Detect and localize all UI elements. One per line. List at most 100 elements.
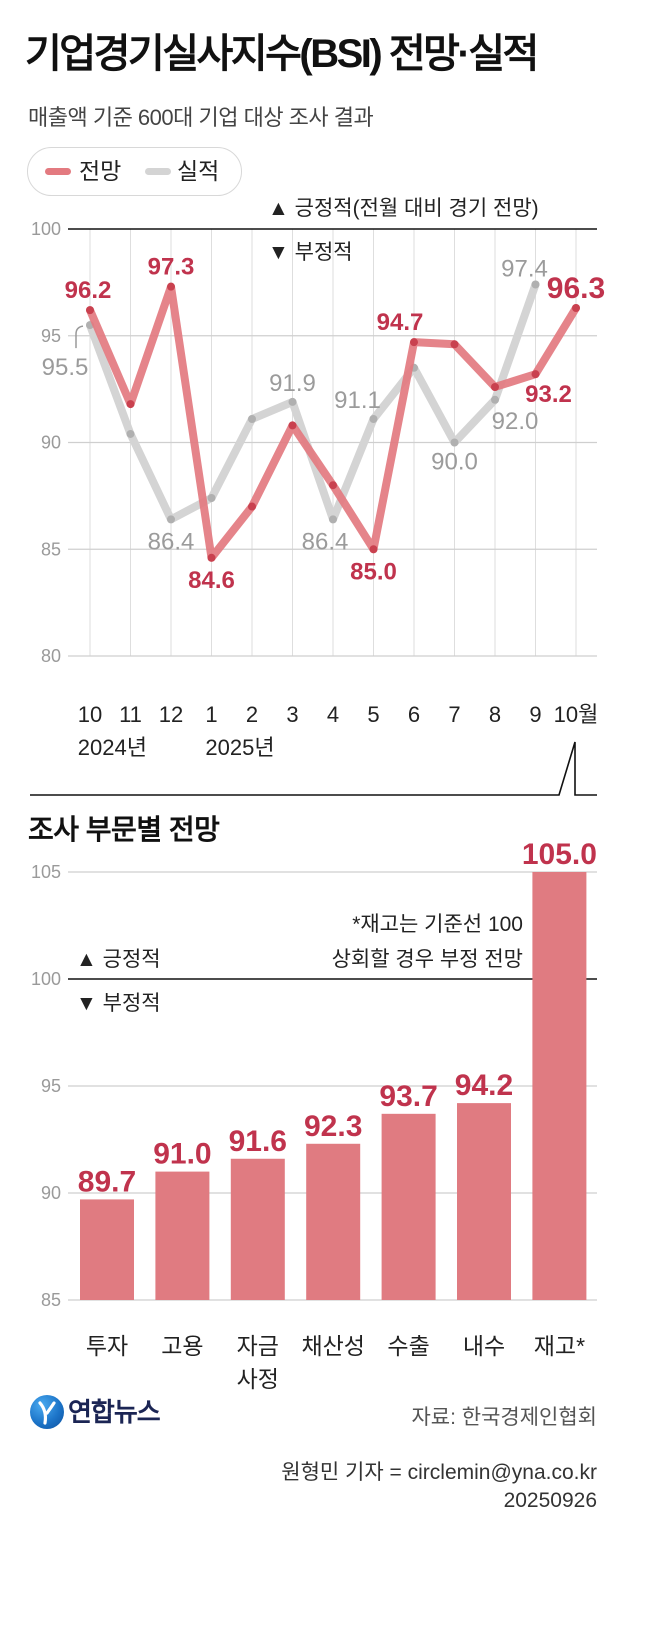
logo-text: 연합뉴스 — [68, 1397, 161, 1427]
legend-swatch-forecast — [45, 168, 71, 175]
data-point-forecast — [126, 400, 135, 409]
line-chart-grid — [68, 228, 597, 657]
data-point-actual — [491, 395, 499, 404]
bar-negative-annotation: ▼ 부정적 — [76, 992, 161, 1015]
data-point-forecast — [572, 303, 580, 312]
bar-value-label: 93.7 — [379, 1080, 437, 1113]
y-tick-label: 95 — [41, 326, 61, 346]
data-point-actual — [531, 280, 540, 289]
data-label-actual: 91.9 — [269, 370, 316, 397]
page-subtitle: 매출액 기준 600대 기업 대상 조사 결과 — [28, 105, 374, 130]
x-tick-label: 6 — [408, 702, 420, 727]
data-label-actual: 86.4 — [148, 528, 195, 555]
x-tick-label: 7 — [448, 702, 460, 727]
bar — [306, 1143, 361, 1300]
bar-value-label: 91.0 — [153, 1138, 211, 1171]
data-point-forecast — [86, 306, 94, 315]
data-point-forecast — [491, 382, 499, 391]
data-point-forecast — [450, 340, 459, 349]
data-label-actual: 92.0 — [492, 408, 539, 435]
bar-value-label: 92.3 — [304, 1110, 362, 1143]
y-tick-label: 90 — [41, 1183, 61, 1203]
legend-label-forecast: 전망 — [79, 158, 122, 184]
y-tick-label: 90 — [41, 433, 61, 453]
bar-value-label: 91.6 — [229, 1125, 287, 1158]
positive-annotation: ▲ 긍정적(전월 대비 경기 전망) — [268, 197, 539, 220]
year-label: 2024년 — [78, 735, 147, 760]
category-label: 재고* — [533, 1333, 586, 1359]
data-label-actual: 86.4 — [302, 528, 349, 555]
category-label: 수출 — [387, 1333, 430, 1359]
data-point-actual — [126, 429, 135, 438]
data-point-forecast — [329, 481, 337, 490]
legend-label-actual: 실적 — [177, 158, 220, 184]
data-label-forecast: 96.3 — [547, 272, 605, 305]
data-label-forecast: 84.6 — [188, 567, 235, 594]
yonhap-logo: 연합뉴스 — [30, 1394, 180, 1430]
page-title: 기업경기실사지수(BSI) 전망·실적 — [25, 32, 539, 76]
x-tick-label: 9 — [529, 702, 541, 727]
data-label-forecast: 93.2 — [525, 381, 572, 408]
data-point-forecast — [248, 502, 256, 511]
category-label: 투자 — [85, 1333, 129, 1359]
bar-value-label: 94.2 — [455, 1069, 513, 1102]
series-forecast — [86, 282, 580, 562]
x-tick-label: 10월 — [554, 702, 599, 727]
y-tick-label: 100 — [31, 969, 61, 989]
data-point-actual — [167, 515, 175, 524]
y-tick-label: 105 — [31, 862, 61, 882]
data-labels: 96.2 97.3 84.6 85.0 94.7 93.2 96.3 95.5 86.4 91.9… — [42, 254, 606, 594]
data-point-forecast — [167, 282, 175, 291]
series-actual — [86, 280, 540, 524]
y-tick-label: 80 — [41, 646, 61, 666]
bar-chart-title: 조사 부문별 전망 — [28, 814, 220, 845]
bar — [532, 872, 587, 1300]
bar-value-label: 89.7 — [78, 1165, 136, 1198]
data-point-actual — [248, 415, 256, 424]
category-label: 채산성 — [301, 1333, 365, 1359]
x-tick-label: 2 — [246, 702, 258, 727]
x-tick-label: 10 — [78, 702, 102, 727]
x-tick-label: 11 — [119, 702, 142, 727]
data-label-forecast: 85.0 — [350, 558, 397, 585]
year-label: 2025년 — [205, 735, 274, 760]
chart-legend: 전망 실적 — [27, 147, 242, 196]
bar-value-label: 105.0 — [522, 838, 597, 871]
data-point-forecast — [410, 338, 418, 347]
x-tick-label: 12 — [159, 702, 183, 727]
data-label-actual: 90.0 — [431, 449, 478, 476]
publish-date: 20250926 — [503, 1489, 597, 1512]
category-label: 고용 — [161, 1333, 204, 1359]
data-label-forecast: 94.7 — [377, 309, 424, 336]
bars: 89.7 91.0 91.6 92.3 93.7 94.2 105.0 — [78, 838, 597, 1300]
bar — [155, 1171, 210, 1300]
data-label-forecast: 97.3 — [148, 254, 195, 281]
legend-swatch-actual — [145, 168, 171, 175]
data-point-actual — [288, 397, 297, 406]
data-point-actual — [369, 415, 378, 424]
y-tick-label: 85 — [41, 539, 61, 559]
y-tick-label: 95 — [41, 1076, 61, 1096]
bar-positive-annotation: ▲ 긍정적 — [76, 948, 161, 971]
data-point-actual — [207, 494, 216, 503]
category-label: 자금 사정 — [236, 1333, 279, 1392]
x-tick-label: 4 — [327, 702, 339, 727]
data-label-actual: 95.5 — [42, 354, 89, 381]
data-point-forecast — [207, 553, 216, 562]
data-point-forecast — [369, 545, 378, 554]
x-tick-label: 3 — [286, 702, 298, 727]
x-tick-label: 5 — [367, 702, 379, 727]
data-label-actual: 91.1 — [334, 387, 381, 414]
label-leader-line — [75, 325, 84, 349]
category-label: 내수 — [462, 1333, 506, 1359]
bar-chart: 105 100 95 90 85 *재고는 기준선 100 상회할 경우 부정 전망 ▲… — [31, 838, 597, 1310]
x-tick-label: 1 — [205, 702, 217, 727]
data-point-actual — [450, 438, 459, 447]
data-point-actual — [329, 515, 337, 524]
inventory-note-line-2: 상회할 경우 부정 전망 — [332, 948, 523, 971]
y-tick-label: 100 — [31, 219, 61, 239]
yonhap-logo-icon — [30, 1395, 64, 1429]
data-point-forecast — [288, 421, 297, 430]
data-point-forecast — [531, 370, 540, 379]
